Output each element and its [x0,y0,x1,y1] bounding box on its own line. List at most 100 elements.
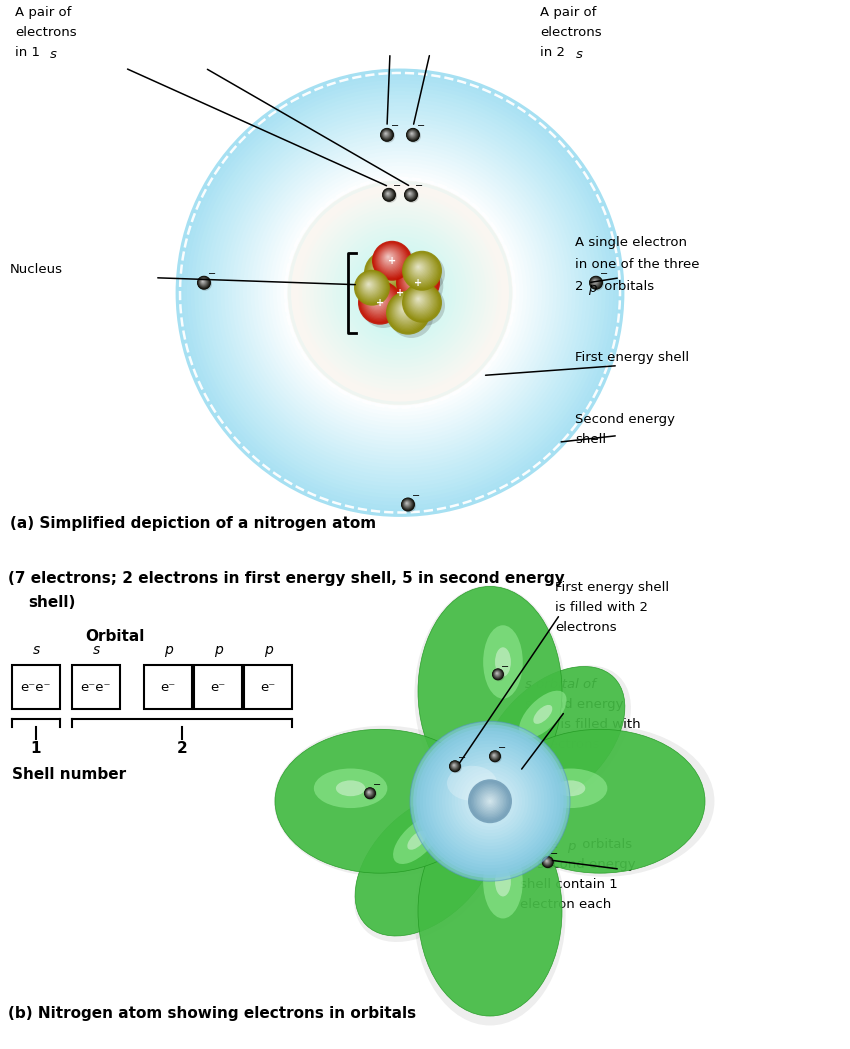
Text: Orbital: Orbital [85,629,144,644]
Circle shape [365,287,392,314]
Circle shape [390,295,423,328]
Circle shape [359,281,400,323]
Circle shape [496,672,497,673]
Circle shape [372,259,396,283]
Circle shape [450,762,459,770]
Circle shape [402,498,416,513]
Circle shape [381,129,393,141]
Circle shape [382,130,391,138]
Circle shape [366,254,404,291]
Text: −: − [599,270,608,279]
Circle shape [383,276,411,304]
Circle shape [358,274,384,300]
Circle shape [367,282,371,286]
Circle shape [409,193,411,195]
Circle shape [291,184,509,402]
Circle shape [400,265,434,298]
Circle shape [491,752,498,759]
Text: s: s [93,643,99,658]
Ellipse shape [483,845,523,919]
Circle shape [228,121,572,465]
Circle shape [416,297,421,301]
Circle shape [383,189,397,202]
Circle shape [377,264,388,275]
Text: +: + [396,287,404,298]
Circle shape [371,258,398,284]
Circle shape [377,271,420,313]
Circle shape [366,789,374,797]
Circle shape [453,765,455,766]
Circle shape [343,236,456,349]
Ellipse shape [314,769,388,808]
Circle shape [387,192,389,195]
Circle shape [411,132,413,134]
Circle shape [407,129,419,141]
Circle shape [392,285,398,291]
Text: −: − [416,122,425,131]
Ellipse shape [495,647,511,677]
Circle shape [404,500,411,508]
Circle shape [388,293,428,333]
Circle shape [368,791,370,793]
Ellipse shape [355,792,499,936]
Circle shape [404,284,439,320]
Text: orbitals: orbitals [578,838,632,851]
Circle shape [363,286,394,317]
Circle shape [380,128,394,142]
Circle shape [493,754,495,755]
Text: s orbital of: s orbital of [525,679,596,691]
Circle shape [542,856,553,868]
Circle shape [365,280,374,290]
Circle shape [363,279,376,292]
Circle shape [398,262,438,302]
Circle shape [405,502,408,505]
Circle shape [359,275,382,298]
Circle shape [451,763,457,768]
Circle shape [382,188,395,201]
Circle shape [422,734,558,869]
Circle shape [410,131,415,136]
Circle shape [590,277,604,291]
Circle shape [435,747,544,856]
Circle shape [496,672,498,675]
Circle shape [200,279,207,285]
Text: (b) Nitrogen atom showing electrons in orbitals: (b) Nitrogen atom showing electrons in o… [8,1006,416,1021]
Circle shape [366,282,371,287]
Circle shape [496,671,499,676]
Text: is filled with 2: is filled with 2 [555,601,648,615]
Text: (7 electrons; 2 electrons in first energy shell, 5 in second energy: (7 electrons; 2 electrons in first energ… [8,572,564,586]
Circle shape [495,671,499,676]
Circle shape [543,858,552,865]
Circle shape [408,130,416,138]
Text: −: − [411,491,420,501]
Circle shape [413,262,425,274]
Text: −: − [501,662,508,671]
Circle shape [544,858,550,864]
Circle shape [383,189,394,199]
Circle shape [393,285,407,300]
Circle shape [405,254,445,294]
Circle shape [381,129,393,141]
Circle shape [417,266,419,267]
Circle shape [206,99,594,487]
Circle shape [496,672,499,675]
Circle shape [426,737,554,865]
Circle shape [546,860,547,861]
Circle shape [450,761,460,771]
Circle shape [376,244,406,275]
Circle shape [385,278,415,307]
Circle shape [201,280,204,283]
Bar [244,665,292,709]
Ellipse shape [556,780,586,796]
Circle shape [405,189,416,199]
Circle shape [455,766,525,836]
Circle shape [326,218,475,367]
Circle shape [453,765,455,766]
Circle shape [318,211,482,374]
Circle shape [490,752,499,761]
Circle shape [397,301,414,319]
Circle shape [404,500,411,508]
Circle shape [373,259,394,281]
Circle shape [407,129,421,143]
Circle shape [389,294,425,329]
